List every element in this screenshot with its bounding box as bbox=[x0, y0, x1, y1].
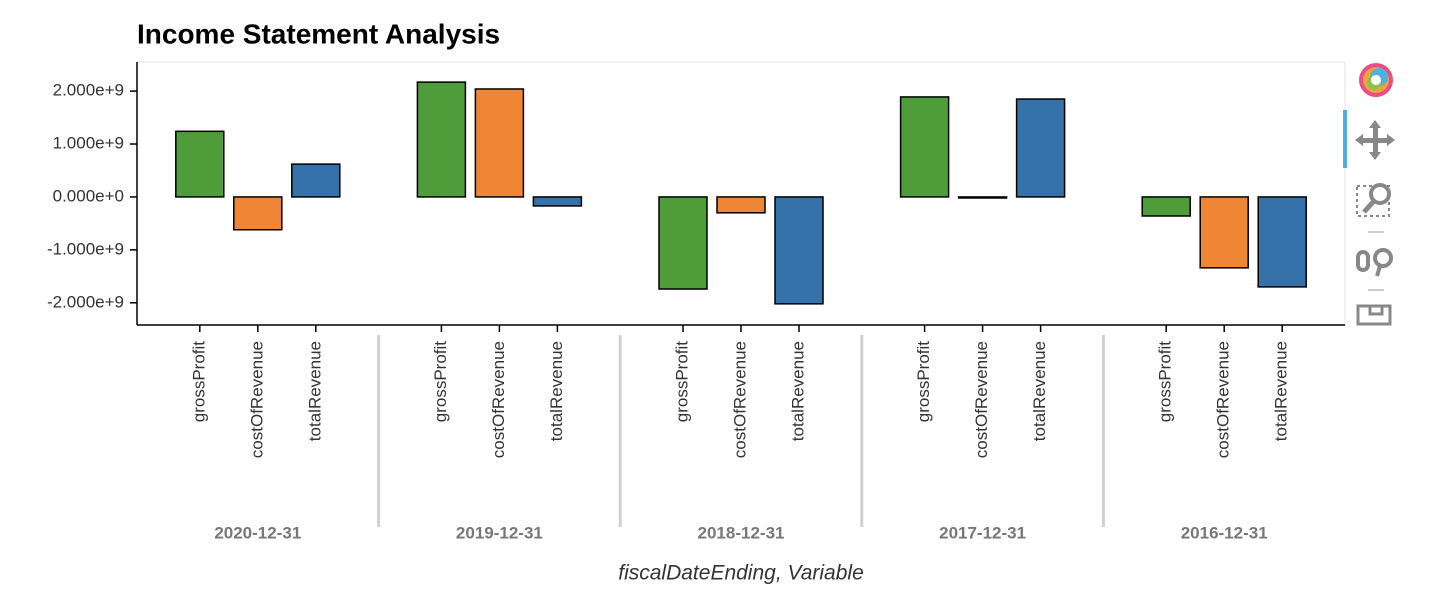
x-tick-label: totalRevenue bbox=[547, 341, 566, 441]
bar bbox=[532, 196, 583, 207]
group-label: 2018-12-31 bbox=[698, 523, 785, 542]
y-tick-label: 0.000e+0 bbox=[53, 186, 124, 205]
x-tick-label: grossProfit bbox=[914, 341, 933, 423]
x-tick-label: totalRevenue bbox=[1272, 341, 1291, 441]
bar bbox=[899, 96, 950, 198]
wheel-zoom-tool[interactable] bbox=[1356, 248, 1393, 277]
save-tool[interactable] bbox=[1356, 304, 1392, 326]
bar bbox=[957, 196, 1008, 199]
x-tick-label: totalRevenue bbox=[788, 341, 807, 441]
x-tick-label: grossProfit bbox=[189, 341, 208, 423]
bar bbox=[658, 196, 708, 290]
bar bbox=[474, 88, 525, 198]
active-tool-indicator bbox=[1343, 110, 1347, 168]
x-tick-label: grossProfit bbox=[672, 341, 691, 423]
bar bbox=[1141, 196, 1191, 217]
x-tick-label: grossProfit bbox=[431, 341, 450, 423]
group-label: 2016-12-31 bbox=[1181, 523, 1268, 542]
group-label: 2017-12-31 bbox=[939, 523, 1026, 542]
x-tick-label: costOfRevenue bbox=[1214, 341, 1233, 458]
bar bbox=[1015, 98, 1066, 198]
x-tick-label: grossProfit bbox=[1156, 341, 1175, 423]
bokeh-logo bbox=[1359, 63, 1393, 97]
bar bbox=[175, 130, 225, 198]
x-tick-label: totalRevenue bbox=[1030, 341, 1049, 441]
chart-title: Income Statement Analysis bbox=[137, 18, 500, 49]
bar bbox=[416, 81, 467, 198]
x-tick-label: costOfRevenue bbox=[247, 341, 266, 458]
toolbar bbox=[1343, 63, 1395, 326]
pan-tool[interactable] bbox=[1355, 120, 1395, 160]
x-axis-label: fiscalDateEnding, Variable bbox=[618, 562, 864, 585]
y-tick-label: 1.000e+9 bbox=[53, 134, 124, 153]
group-label: 2019-12-31 bbox=[456, 523, 543, 542]
y-tick-label: -1.000e+9 bbox=[47, 239, 124, 258]
bar bbox=[1199, 196, 1249, 269]
bar bbox=[1257, 196, 1307, 288]
bar bbox=[774, 196, 824, 305]
x-tick-label: costOfRevenue bbox=[972, 341, 991, 458]
x-tick-label: totalRevenue bbox=[305, 341, 324, 441]
box-zoom-tool[interactable] bbox=[1356, 183, 1391, 217]
x-tick-label: costOfRevenue bbox=[730, 341, 749, 458]
y-tick-label: 2.000e+9 bbox=[53, 81, 124, 100]
y-tick-label: -2.000e+9 bbox=[47, 292, 124, 311]
bar bbox=[716, 196, 766, 214]
x-tick-label: costOfRevenue bbox=[489, 341, 508, 458]
bar bbox=[291, 163, 341, 198]
group-label: 2020-12-31 bbox=[214, 523, 301, 542]
bar bbox=[233, 196, 283, 231]
